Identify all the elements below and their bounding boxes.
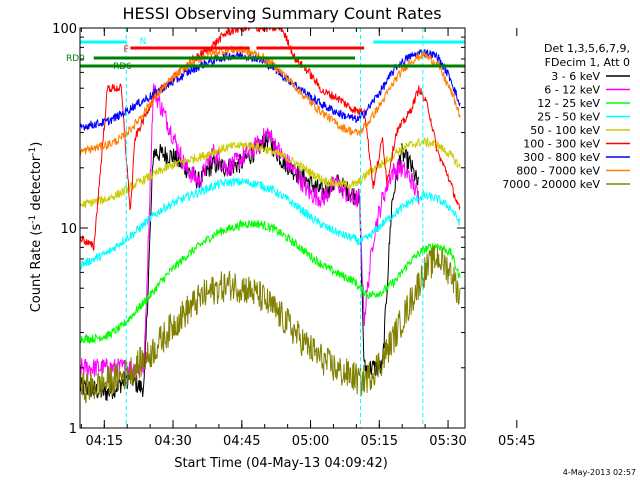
x-tick-label: 05:30 (429, 434, 466, 449)
annotation-group: N F RD0 RD6 (66, 28, 465, 428)
y-tick-label: 10 (60, 222, 77, 237)
x-axis-label: Start Time (04-May-13 04:09:42) (174, 456, 388, 471)
x-tick-label: 05:45 (498, 434, 535, 449)
legend-header: FDecim 1, Att 0 (545, 56, 630, 69)
legend-entry-label: 50 - 100 keV (530, 124, 600, 137)
legend-entry-label: 100 - 300 keV (523, 138, 600, 151)
y-axis-label-end: ) (29, 142, 44, 147)
series-line (79, 45, 461, 157)
y-axis-label: Count Rate (s-1 detector-1) (28, 142, 44, 313)
legend-entry-label: 6 - 12 keV (544, 84, 600, 97)
y-tick-label: 1 (69, 422, 77, 437)
legend-header: Det 1,3,5,6,7,9, (544, 42, 630, 55)
series-group (79, 26, 461, 404)
series-line (79, 136, 461, 209)
y-axis-label-sup1: -1 (28, 215, 38, 224)
x-tick-label: 05:15 (361, 434, 398, 449)
series-line (79, 219, 461, 345)
legend-entry-label: 12 - 25 keV (537, 97, 600, 110)
chart-title: HESSI Observing Summary Count Rates (122, 4, 441, 23)
legend-entry-label: 25 - 50 keV (537, 111, 600, 124)
series-line (79, 245, 461, 404)
legend: Det 1,3,5,6,7,9,FDecim 1, Att 03 - 6 keV… (502, 42, 630, 191)
timestamp: 4-May-2013 02:57 (563, 468, 636, 477)
annotation-label: RD6 (113, 62, 132, 72)
annotation-label: RD0 (66, 54, 85, 64)
annotation-label: F (124, 45, 129, 55)
x-tick-label: 04:15 (86, 434, 123, 449)
series-line (79, 26, 461, 251)
x-tick-label: 05:00 (292, 434, 329, 449)
legend-entry-label: 300 - 800 keV (523, 151, 600, 164)
x-tick-label: 04:45 (223, 434, 260, 449)
y-axis-label-mid: detector (29, 155, 44, 215)
y-axis-label-sup2: -1 (28, 147, 38, 156)
legend-entry-label: 3 - 6 keV (551, 70, 600, 83)
y-tick-label: 100 (52, 22, 77, 37)
legend-entry-label: 800 - 7000 keV (516, 165, 600, 178)
y-axis-label-main: Count Rate (s (29, 224, 44, 313)
annotation-label: N (140, 37, 147, 47)
series-line (79, 176, 461, 270)
x-tick-label: 04:30 (154, 434, 191, 449)
axes: 1 10 100 04:15 04:30 04:45 05:00 05:15 05:30 05:4… (52, 22, 535, 449)
legend-entry-label: 7000 - 20000 keV (502, 178, 600, 191)
